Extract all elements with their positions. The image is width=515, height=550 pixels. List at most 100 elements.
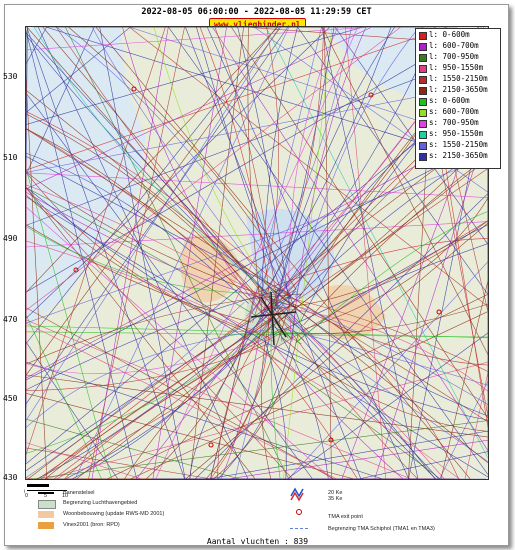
legend-item: s: 700-950m [416,117,500,128]
flight-track [26,127,305,341]
legend-swatch [419,98,427,106]
flight-track [91,27,169,479]
flight-track [26,82,488,173]
tma-exit-points [73,86,442,448]
flight-track [26,128,265,316]
flight-track [251,27,352,300]
flight-track [26,187,302,345]
flight-track [44,319,273,479]
flight-track [196,27,281,288]
flight-track [212,27,488,451]
flight-track [26,27,331,319]
flight-track [64,327,292,479]
flight-track [26,27,448,171]
flight-track [74,27,290,479]
legend-item: s: 600-700m [416,106,500,117]
flight-track [55,27,289,339]
flight-track [237,27,290,308]
flight-track [155,27,359,479]
y-tick: 510 [3,153,18,162]
flight-track [26,418,240,479]
flight-track [26,293,301,365]
legend-label: l: 600-700m [429,41,479,50]
flight-track [26,226,262,294]
legend-swatch [419,76,427,84]
flight-track [345,27,386,479]
runway-swatch [38,492,54,494]
ke-contour-icon [290,487,304,502]
y-tick: 450 [3,394,18,403]
legend-item: s: 0-600m [416,95,500,106]
legend-label: s: 950-1550m [429,129,484,138]
flight-track [227,439,488,479]
flight-track [56,27,291,295]
legend-item: l: 600-700m [416,40,500,51]
runway-label: Banenstelsel [63,490,95,496]
legend-label: l: 2150-3650m [429,85,488,94]
flight-track [26,113,292,340]
flight-track [71,344,247,479]
legend-swatch [419,109,427,117]
airport-boundary-swatch [38,500,56,509]
flight-track [26,221,488,248]
flight-track [26,27,282,376]
flight-track [26,322,337,479]
vinex-label: Vinex2001 (bron: RPD) [63,522,120,528]
scale-bar-line [27,490,67,491]
flight-track [262,292,488,372]
flight-track [76,158,488,479]
flight-track [26,171,298,308]
legend-label: s: 1550-2150m [429,140,488,149]
flight-track [33,27,286,308]
flight-track [26,27,95,175]
scale-mark: 5 [44,493,48,499]
legend-item: l: 2150-3650m [416,84,500,95]
flight-track [261,27,298,316]
flight-track [297,27,488,295]
legend-swatch [419,87,427,95]
legend-swatch [419,153,427,161]
flight-track [26,194,253,335]
flight-tracks [26,27,488,479]
flight-track [26,111,292,297]
y-tick: 530 [3,72,18,81]
flight-track [129,27,488,307]
flight-track [26,340,258,375]
legend-swatch [419,120,427,128]
flight-track [91,27,303,329]
legend-item: l: 0-600m [416,29,500,40]
flight-track [26,240,274,342]
legend-label: l: 0-600m [429,30,470,39]
tma-boundary-swatch [290,528,308,529]
flight-track [26,184,294,314]
housing-swatch [38,511,54,518]
flight-track [263,337,287,479]
flight-track [26,27,480,293]
flight-track [56,220,488,479]
flight-track [42,27,282,319]
flight-track [26,78,48,479]
flight-track [260,144,488,338]
flight-track [153,27,276,296]
flight-track [287,332,488,479]
flight-track [26,27,185,479]
ke35-label: 35 Ke [328,496,343,502]
legend-swatch [419,43,427,51]
flight-track [220,299,267,479]
flight-track [274,346,404,479]
flight-track [26,307,335,479]
flight-track [217,310,279,479]
flight-track [26,27,364,125]
flight-track [26,224,252,323]
flight-track [27,288,297,479]
y-tick: 430 [3,473,18,482]
legend-swatch [419,142,427,150]
y-tick: 470 [3,315,18,324]
flight-track [26,294,291,471]
ke20-label: 20 Ke [328,490,343,496]
flight-track [122,27,274,326]
flight-track [321,27,488,355]
flight-track [26,206,333,479]
flight-track [234,326,274,479]
flight-track [298,334,437,479]
